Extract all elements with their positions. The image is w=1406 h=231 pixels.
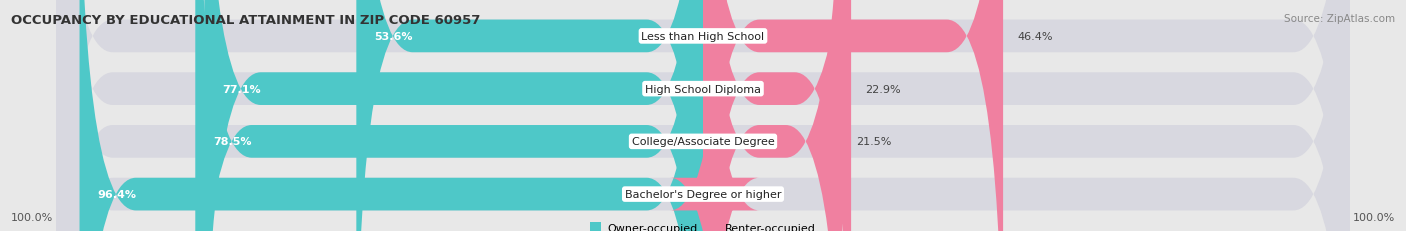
Text: 100.0%: 100.0% bbox=[1353, 212, 1395, 222]
Text: 77.1%: 77.1% bbox=[222, 84, 260, 94]
Text: 78.5%: 78.5% bbox=[212, 137, 252, 147]
FancyBboxPatch shape bbox=[356, 0, 703, 231]
FancyBboxPatch shape bbox=[56, 0, 1350, 231]
FancyBboxPatch shape bbox=[56, 0, 1350, 231]
Legend: Owner-occupied, Renter-occupied: Owner-occupied, Renter-occupied bbox=[586, 218, 820, 231]
Text: 21.5%: 21.5% bbox=[856, 137, 891, 147]
FancyBboxPatch shape bbox=[80, 0, 703, 231]
FancyBboxPatch shape bbox=[703, 0, 1002, 231]
Text: Source: ZipAtlas.com: Source: ZipAtlas.com bbox=[1284, 14, 1395, 24]
Text: OCCUPANCY BY EDUCATIONAL ATTAINMENT IN ZIP CODE 60957: OCCUPANCY BY EDUCATIONAL ATTAINMENT IN Z… bbox=[11, 14, 481, 27]
FancyBboxPatch shape bbox=[195, 0, 703, 231]
FancyBboxPatch shape bbox=[671, 0, 759, 231]
Text: 46.4%: 46.4% bbox=[1017, 32, 1053, 42]
Text: College/Associate Degree: College/Associate Degree bbox=[631, 137, 775, 147]
FancyBboxPatch shape bbox=[204, 0, 703, 231]
FancyBboxPatch shape bbox=[56, 0, 1350, 231]
Text: 100.0%: 100.0% bbox=[11, 212, 53, 222]
FancyBboxPatch shape bbox=[703, 0, 842, 231]
Text: 22.9%: 22.9% bbox=[865, 84, 901, 94]
Text: Less than High School: Less than High School bbox=[641, 32, 765, 42]
Text: 96.4%: 96.4% bbox=[97, 189, 136, 199]
Text: 53.6%: 53.6% bbox=[374, 32, 412, 42]
Text: Bachelor's Degree or higher: Bachelor's Degree or higher bbox=[624, 189, 782, 199]
FancyBboxPatch shape bbox=[703, 0, 851, 231]
FancyBboxPatch shape bbox=[56, 0, 1350, 231]
Text: High School Diploma: High School Diploma bbox=[645, 84, 761, 94]
Text: 3.6%: 3.6% bbox=[741, 189, 769, 199]
